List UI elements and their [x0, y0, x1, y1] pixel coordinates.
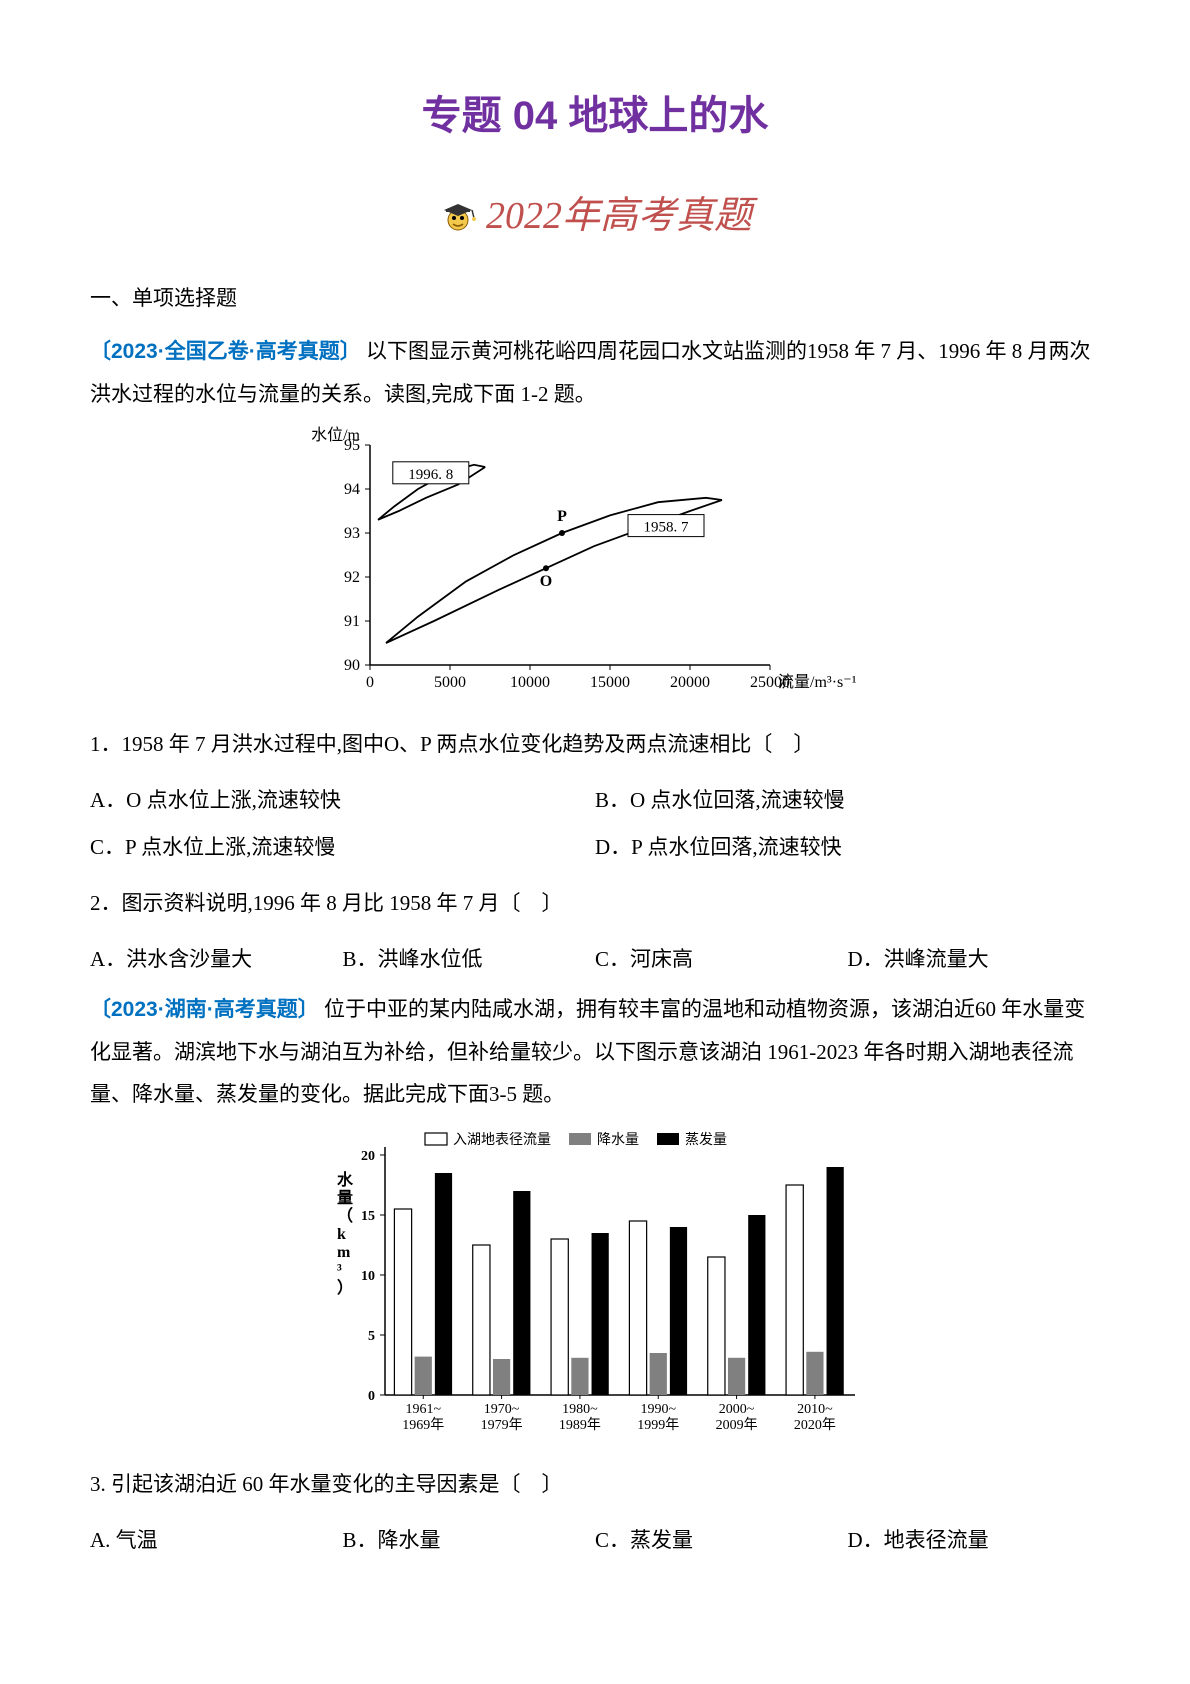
page-title: 专题 04 地球上的水: [90, 80, 1100, 152]
svg-text:m: m: [337, 1244, 351, 1261]
q2-stem: 2．图示资料说明,1996 年 8 月比 1958 年 7 月〔 〕: [90, 880, 1100, 926]
svg-text:入湖地表径流量: 入湖地表径流量: [453, 1132, 551, 1148]
svg-text:水: 水: [337, 1170, 354, 1189]
svg-text:10: 10: [361, 1269, 375, 1284]
passage2-chart: 0 5 10 15 20 水量（km³） 入湖地表径流量 降水量 蒸发量 1961~1969年 19…: [90, 1125, 1100, 1445]
svg-text:1979年: 1979年: [481, 1417, 523, 1433]
svg-text:10000: 10000: [510, 674, 550, 691]
svg-text:1970~: 1970~: [484, 1402, 520, 1417]
passage1-tag: 〔2023·全国乙卷·高考真题〕: [90, 340, 361, 363]
svg-text:）: ）: [337, 1279, 353, 1297]
svg-text:1961~: 1961~: [405, 1402, 441, 1417]
passage2-intro: 〔2023·湖南·高考真题〕 位于中亚的某内陆咸水湖，拥有较丰富的温地和动植物资…: [90, 988, 1100, 1115]
svg-text:2000~: 2000~: [719, 1402, 755, 1417]
q2-opt-c: C．河床高: [595, 936, 848, 982]
svg-text:15: 15: [361, 1209, 375, 1224]
svg-text:2020年: 2020年: [794, 1417, 836, 1433]
banner-text: 2022年高考真题: [486, 182, 752, 250]
svg-text:15000: 15000: [590, 674, 630, 691]
svg-text:20: 20: [361, 1149, 375, 1164]
svg-text:1980~: 1980~: [562, 1402, 598, 1417]
svg-text:量: 量: [337, 1189, 353, 1207]
q3-opt-d: D．地表径流量: [848, 1517, 1101, 1563]
section-heading: 一、单项选择题: [90, 280, 1100, 318]
svg-text:0: 0: [368, 1389, 375, 1404]
svg-text:2010~: 2010~: [797, 1402, 833, 1417]
svg-text:降水量: 降水量: [597, 1132, 639, 1148]
q3-options: A. 气温 B．降水量 C．蒸发量 D．地表径流量: [90, 1517, 1100, 1563]
q1-opt-a: A．O 点水位上涨,流速较快: [90, 777, 595, 823]
svg-text:5: 5: [368, 1329, 375, 1344]
svg-text:90: 90: [344, 657, 360, 674]
passage1-intro: 〔2023·全国乙卷·高考真题〕 以下图显示黄河桃花峪四周花园口水文站监测的19…: [90, 330, 1100, 415]
q2-opt-b: B．洪峰水位低: [343, 936, 596, 982]
q2-opt-a: A．洪水含沙量大: [90, 936, 343, 982]
svg-text:³: ³: [337, 1262, 342, 1279]
q2-opt-d: D．洪峰流量大: [848, 936, 1101, 982]
year-banner: 2022年高考真题: [90, 182, 1100, 250]
q3-opt-a: A. 气温: [90, 1517, 343, 1563]
svg-text:91: 91: [344, 613, 360, 630]
svg-text:92: 92: [344, 569, 360, 586]
svg-text:1958. 7: 1958. 7: [644, 520, 690, 536]
svg-text:1996. 8: 1996. 8: [408, 467, 453, 483]
svg-text:水位/m: 水位/m: [311, 426, 360, 444]
q1-opt-b: B．O 点水位回落,流速较慢: [595, 777, 1100, 823]
svg-text:k: k: [337, 1226, 346, 1243]
q1-opt-d: D．P 点水位回落,流速较快: [595, 824, 1100, 870]
svg-text:O: O: [540, 573, 552, 590]
passage2-tag: 〔2023·湖南·高考真题〕: [90, 998, 319, 1021]
svg-text:20000: 20000: [670, 674, 710, 691]
svg-text:蒸发量: 蒸发量: [685, 1132, 727, 1148]
q1-opt-c: C．P 点水位上涨,流速较慢: [90, 824, 595, 870]
passage1-chart: 9091929394950500010000150002000025000水位/…: [90, 425, 1100, 705]
q3-opt-c: C．蒸发量: [595, 1517, 848, 1563]
q3-opt-b: B．降水量: [343, 1517, 596, 1563]
svg-text:0: 0: [366, 674, 374, 691]
q1-options: A．O 点水位上涨,流速较快 B．O 点水位回落,流速较慢 C．P 点水位上涨,…: [90, 777, 1100, 869]
svg-text:93: 93: [344, 525, 360, 542]
svg-text:流量/m³·s⁻¹: 流量/m³·s⁻¹: [778, 673, 857, 691]
q1-stem: 1．1958 年 7 月洪水过程中,图中O、P 两点水位变化趋势及两点流速相比〔…: [90, 721, 1100, 767]
svg-text:94: 94: [344, 481, 360, 498]
svg-text:1989年: 1989年: [559, 1417, 601, 1433]
svg-text:P: P: [557, 508, 567, 525]
svg-text:1969年: 1969年: [402, 1417, 444, 1433]
q3-stem: 3. 引起该湖泊近 60 年水量变化的主导因素是〔 〕: [90, 1461, 1100, 1507]
svg-text:（: （: [337, 1207, 353, 1225]
graduate-icon: [438, 196, 478, 236]
svg-text:5000: 5000: [434, 674, 466, 691]
svg-text:1999年: 1999年: [637, 1417, 679, 1433]
svg-text:1990~: 1990~: [640, 1402, 676, 1417]
svg-text:2009年: 2009年: [716, 1417, 758, 1433]
q2-options: A．洪水含沙量大 B．洪峰水位低 C．河床高 D．洪峰流量大: [90, 936, 1100, 982]
